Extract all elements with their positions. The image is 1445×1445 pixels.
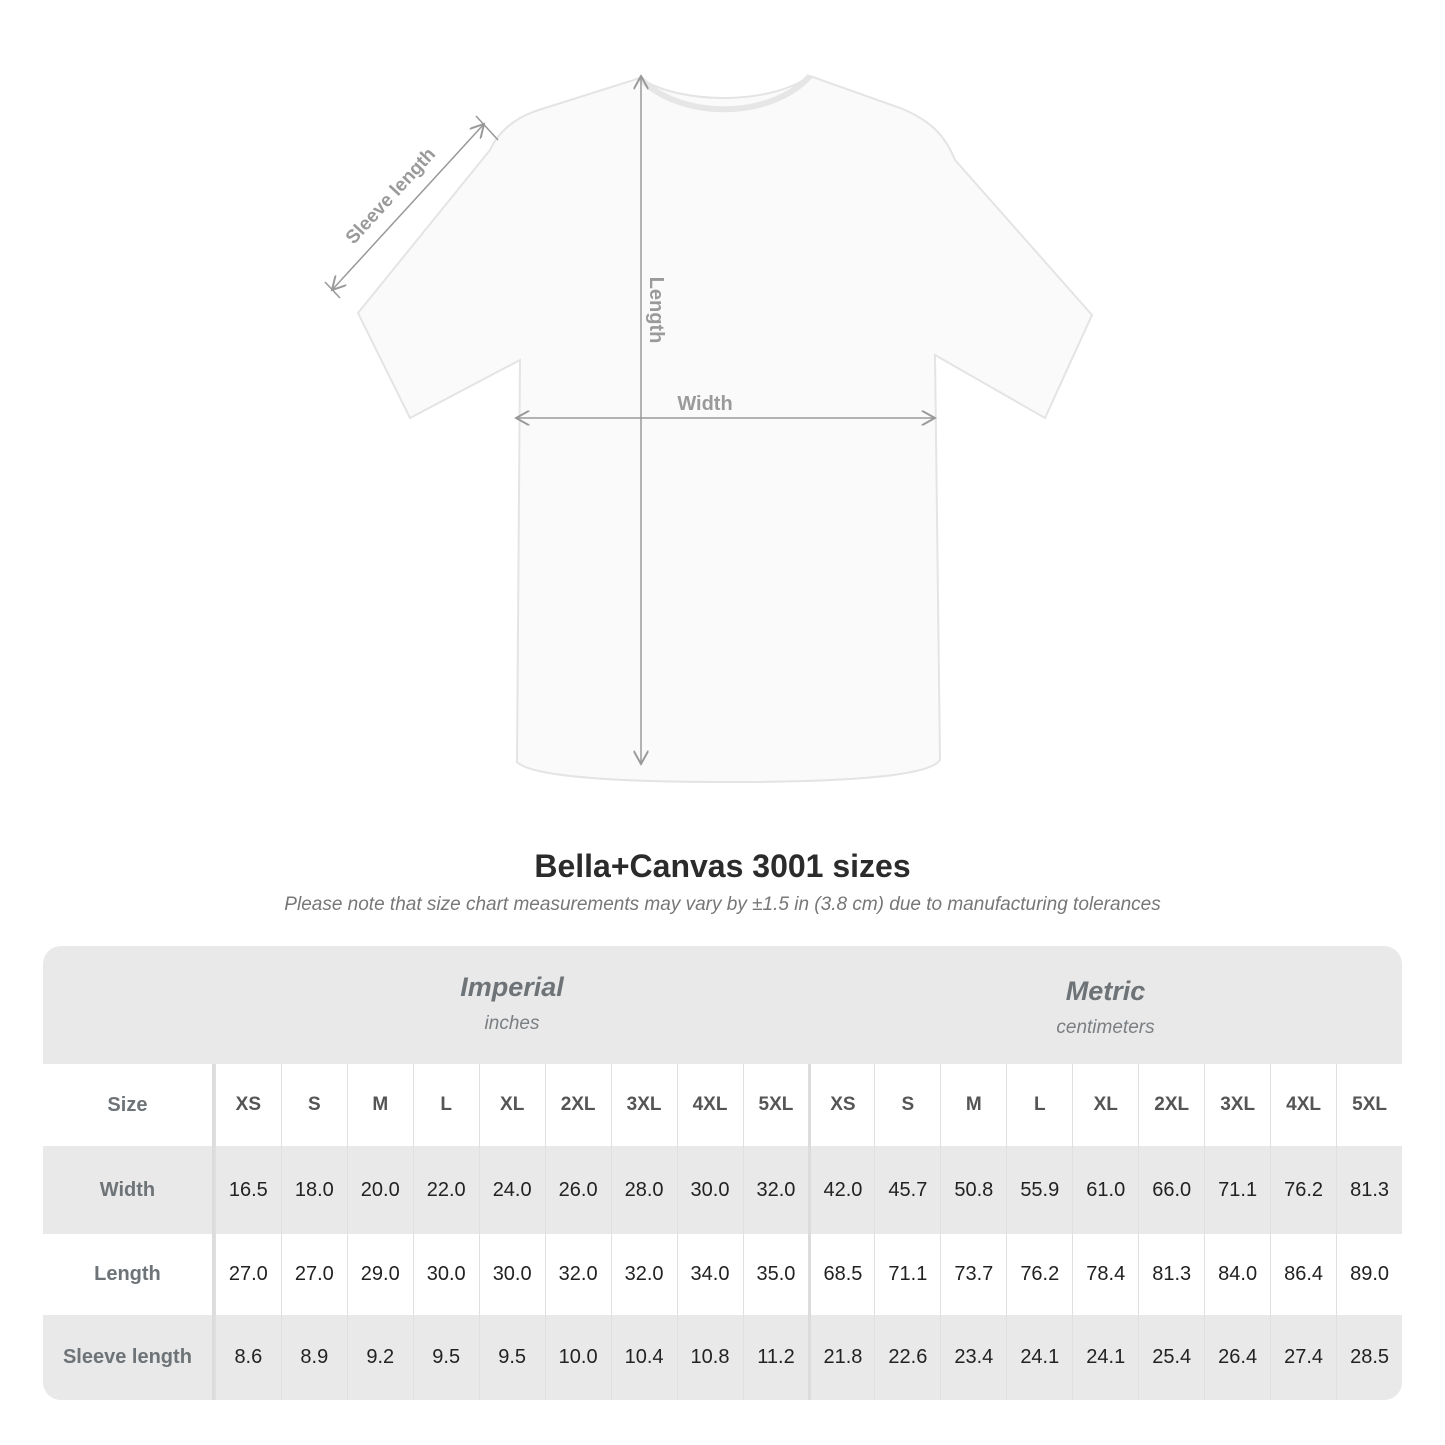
size-metric-5xl: 5XL bbox=[1336, 1064, 1402, 1146]
table-cell: 30.0 bbox=[412, 1234, 479, 1315]
metric-header: Metric centimeters bbox=[809, 946, 1402, 1064]
size-imperial-5xl: 5XL bbox=[742, 1064, 809, 1146]
table-cell: 34.0 bbox=[676, 1234, 743, 1315]
table-cell: 45.7 bbox=[874, 1146, 940, 1234]
table-cell: 10.4 bbox=[610, 1315, 677, 1400]
table-cell: 24.1 bbox=[1006, 1315, 1072, 1400]
table-cell: 84.0 bbox=[1204, 1234, 1270, 1315]
table-cell: 9.5 bbox=[412, 1315, 479, 1400]
size-metric-xl: XL bbox=[1072, 1064, 1138, 1146]
table-cell: 32.0 bbox=[742, 1146, 809, 1234]
table-cell: 73.7 bbox=[940, 1234, 1006, 1315]
size-imperial-4xl: 4XL bbox=[676, 1064, 743, 1146]
row-label: Width bbox=[43, 1146, 215, 1234]
size-table: Imperial inches Metric centimeters Size X… bbox=[43, 946, 1402, 1400]
table-cell: 81.3 bbox=[1138, 1234, 1204, 1315]
row-label: Sleeve length bbox=[43, 1315, 215, 1400]
table-row: Length 27.0 27.0 29.0 30.0 30.0 32.0 32.0 34.0 35… bbox=[43, 1234, 1402, 1315]
length-label: Length bbox=[645, 277, 667, 344]
table-cell: 22.0 bbox=[412, 1146, 479, 1234]
table-cell: 78.4 bbox=[1072, 1234, 1138, 1315]
table-cell: 50.8 bbox=[940, 1146, 1006, 1234]
size-imperial-xs: XS bbox=[214, 1064, 281, 1146]
tshirt-diagram: Sleeve length Length Width bbox=[324, 73, 1094, 784]
table-cell: 24.1 bbox=[1072, 1315, 1138, 1400]
table-cell: 76.2 bbox=[1270, 1146, 1336, 1234]
size-header-row: Size XS S M L XL 2XL 3XL 4XL 5XL XS S M L XL 2XL 3XL 4XL 5… bbox=[43, 1064, 1402, 1146]
table-cell: 32.0 bbox=[610, 1234, 677, 1315]
table-cell: 9.2 bbox=[346, 1315, 413, 1400]
table-cell: 32.0 bbox=[544, 1234, 611, 1315]
table-cell: 27.0 bbox=[214, 1234, 281, 1315]
table-cell: 35.0 bbox=[742, 1234, 809, 1315]
table-cell: 26.0 bbox=[544, 1146, 611, 1234]
table-cell: 23.4 bbox=[940, 1315, 1006, 1400]
table-cell: 22.6 bbox=[874, 1315, 940, 1400]
metric-unit: centimeters bbox=[1056, 1017, 1155, 1038]
row-label: Length bbox=[43, 1234, 215, 1315]
size-metric-4xl: 4XL bbox=[1270, 1064, 1336, 1146]
table-cell: 86.4 bbox=[1270, 1234, 1336, 1315]
table-cell: 81.3 bbox=[1336, 1146, 1402, 1234]
table-cell: 71.1 bbox=[1204, 1146, 1270, 1234]
table-cell: 21.8 bbox=[808, 1315, 874, 1400]
size-imperial-3xl: 3XL bbox=[610, 1064, 677, 1146]
table-cell: 28.0 bbox=[610, 1146, 677, 1234]
size-imperial-l: L bbox=[412, 1064, 479, 1146]
table-row: Width 16.5 18.0 20.0 22.0 24.0 26.0 28.0 30.0 32.… bbox=[43, 1146, 1402, 1234]
table-cell: 42.0 bbox=[808, 1146, 874, 1234]
width-label: Width bbox=[677, 393, 732, 415]
tolerance-note: Please note that size chart measurements… bbox=[284, 894, 1161, 915]
size-metric-3xl: 3XL bbox=[1204, 1064, 1270, 1146]
table-cell: 27.0 bbox=[280, 1234, 347, 1315]
table-cell: 55.9 bbox=[1006, 1146, 1072, 1234]
table-cell: 28.5 bbox=[1336, 1315, 1402, 1400]
table-row: Sleeve length 8.6 8.9 9.2 9.5 9.5 10.0 10.4 10.8… bbox=[43, 1315, 1402, 1400]
size-imperial-xl: XL bbox=[478, 1064, 545, 1146]
table-cell: 89.0 bbox=[1336, 1234, 1402, 1315]
imperial-header: Imperial inches bbox=[215, 946, 809, 1064]
table-cell: 26.4 bbox=[1204, 1315, 1270, 1400]
table-cell: 30.0 bbox=[478, 1234, 545, 1315]
table-cell: 30.0 bbox=[676, 1146, 743, 1234]
metric-label: Metric bbox=[1065, 976, 1146, 1006]
table-cell: 8.9 bbox=[280, 1315, 347, 1400]
tshirt-shape bbox=[356, 74, 1094, 784]
imperial-label: Imperial bbox=[460, 972, 564, 1002]
size-metric-2xl: 2XL bbox=[1138, 1064, 1204, 1146]
table-cell: 68.5 bbox=[808, 1234, 874, 1315]
table-cell: 18.0 bbox=[280, 1146, 347, 1234]
table-cell: 10.0 bbox=[544, 1315, 611, 1400]
size-metric-xs: XS bbox=[808, 1064, 874, 1146]
table-cell: 27.4 bbox=[1270, 1315, 1336, 1400]
size-metric-m: M bbox=[940, 1064, 1006, 1146]
size-imperial-m: M bbox=[346, 1064, 413, 1146]
size-metric-l: L bbox=[1006, 1064, 1072, 1146]
table-cell: 71.1 bbox=[874, 1234, 940, 1315]
table-cell: 8.6 bbox=[214, 1315, 281, 1400]
table-cell: 66.0 bbox=[1138, 1146, 1204, 1234]
table-cell: 61.0 bbox=[1072, 1146, 1138, 1234]
imperial-unit: inches bbox=[484, 1013, 540, 1034]
table-cell: 20.0 bbox=[346, 1146, 413, 1234]
size-metric-s: S bbox=[874, 1064, 940, 1146]
size-imperial-s: S bbox=[280, 1064, 347, 1146]
table-cell: 25.4 bbox=[1138, 1315, 1204, 1400]
table-cell: 16.5 bbox=[214, 1146, 281, 1234]
sleeve-arrow bbox=[332, 124, 484, 290]
page-title: Bella+Canvas 3001 sizes bbox=[534, 848, 911, 884]
table-cell: 10.8 bbox=[676, 1315, 743, 1400]
table-cell: 9.5 bbox=[478, 1315, 545, 1400]
size-label: Size bbox=[43, 1064, 215, 1146]
table-cell: 24.0 bbox=[478, 1146, 545, 1234]
table-cell: 76.2 bbox=[1006, 1234, 1072, 1315]
table-cell: 11.2 bbox=[742, 1315, 809, 1400]
size-imperial-2xl: 2XL bbox=[544, 1064, 611, 1146]
table-cell: 29.0 bbox=[346, 1234, 413, 1315]
